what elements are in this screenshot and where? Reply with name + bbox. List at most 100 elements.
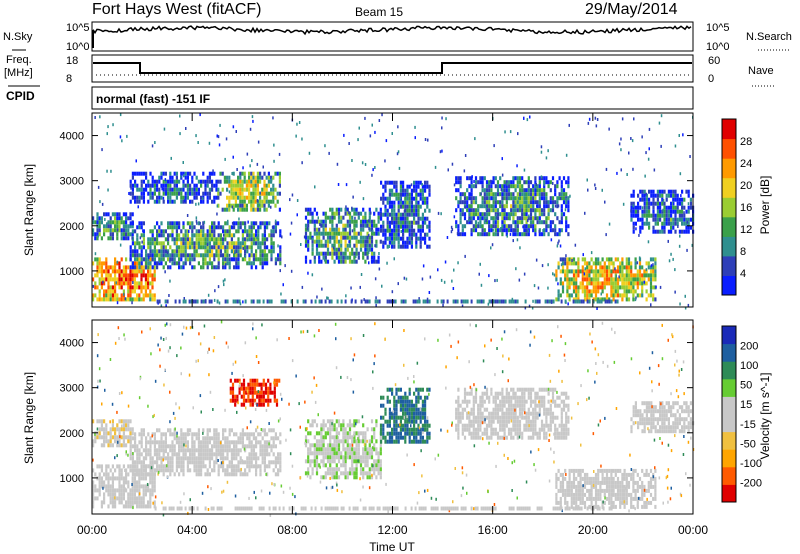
velocity-cell xyxy=(138,480,141,485)
power-speckle xyxy=(349,230,351,234)
power-cell xyxy=(581,289,584,294)
power-cell xyxy=(114,289,117,294)
power-cell xyxy=(346,219,349,224)
power-speckle xyxy=(300,243,302,246)
power-cell xyxy=(630,269,633,274)
power-cell xyxy=(532,208,535,213)
power-speckle xyxy=(224,263,227,267)
power-cell xyxy=(547,232,550,237)
power-cell xyxy=(572,297,576,302)
power-cell xyxy=(408,212,411,217)
power-cell xyxy=(630,273,633,278)
power-cell xyxy=(637,205,640,210)
velocity-cell xyxy=(175,452,178,457)
power-ground-scatter xyxy=(392,299,395,304)
power-cell xyxy=(527,204,530,209)
power-speckle xyxy=(523,116,525,120)
power-cell xyxy=(351,219,354,224)
velocity-cell xyxy=(142,472,145,477)
power-cell xyxy=(516,228,519,233)
power-cell xyxy=(625,265,628,270)
power-cell xyxy=(564,273,567,278)
velocity-cell xyxy=(231,394,235,399)
power-cell xyxy=(543,220,546,225)
power-cell xyxy=(481,212,484,217)
velocity-cell xyxy=(204,436,207,441)
velocity-cell xyxy=(246,464,249,469)
power-speckle xyxy=(252,119,254,123)
power-cell xyxy=(637,209,640,214)
power-cell xyxy=(415,208,418,213)
velocity-cell xyxy=(107,472,110,477)
power-cell xyxy=(665,209,668,214)
velocity-cell xyxy=(248,432,251,437)
power-cell xyxy=(277,257,280,262)
power-cell xyxy=(555,269,558,274)
velocity-cell xyxy=(253,378,257,383)
power-speckle xyxy=(614,267,616,271)
power-cell xyxy=(413,228,416,233)
velocity-cell xyxy=(351,435,354,440)
power-cell xyxy=(105,228,108,233)
power-cell xyxy=(202,265,205,270)
power-cell xyxy=(380,212,383,217)
power-cell xyxy=(219,225,222,230)
power-cell xyxy=(348,219,352,224)
power-cell xyxy=(406,240,409,245)
power-cell xyxy=(158,191,161,196)
velocity-cell xyxy=(118,484,121,489)
power-speckle xyxy=(218,301,221,305)
power-cell xyxy=(527,192,530,197)
power-cell xyxy=(248,245,251,250)
power-cell xyxy=(311,247,314,252)
power-cell xyxy=(180,257,183,262)
power-cell xyxy=(138,225,141,230)
velocity-cell xyxy=(118,500,121,505)
power-cell xyxy=(510,208,513,213)
power-cell xyxy=(608,269,611,274)
power-speckle xyxy=(97,234,99,238)
power-ground-scatter xyxy=(500,299,503,304)
power-cell xyxy=(270,187,273,192)
power-cell xyxy=(681,197,684,202)
power-cell xyxy=(386,196,389,201)
velocity-cell xyxy=(242,394,246,399)
velocity-cell xyxy=(133,476,136,481)
power-cell xyxy=(324,259,327,264)
power-cell xyxy=(485,180,489,185)
power-cell xyxy=(402,228,405,233)
power-cell xyxy=(241,203,244,208)
power-cell xyxy=(173,221,176,226)
power-cell xyxy=(261,241,264,246)
power-speckle xyxy=(225,137,228,141)
power-cell xyxy=(570,293,573,298)
power-cell xyxy=(532,204,535,209)
velocity-cell xyxy=(178,464,181,469)
velocity-cell xyxy=(337,431,341,436)
power-cell xyxy=(208,257,211,262)
power-speckle xyxy=(464,154,467,157)
power-cell xyxy=(204,261,207,266)
velocity-cell xyxy=(120,476,123,481)
power-cell xyxy=(619,285,622,290)
power-cell xyxy=(175,261,178,266)
power-cell xyxy=(250,241,253,246)
power-speckle xyxy=(453,215,456,219)
velocity-cell xyxy=(180,440,183,445)
power-cell xyxy=(391,244,394,249)
power-cell xyxy=(362,219,365,224)
power-cell xyxy=(267,183,270,188)
power-cell xyxy=(538,196,541,201)
power-cell xyxy=(189,245,192,250)
power-cell xyxy=(382,200,385,205)
power-cell xyxy=(393,220,396,225)
power-cell xyxy=(241,257,244,262)
power-cell xyxy=(590,293,593,298)
power-cell xyxy=(272,241,275,246)
velocity-cell xyxy=(344,427,347,432)
velocity-cell xyxy=(92,484,95,489)
velocity-cell xyxy=(100,480,103,485)
power-cell xyxy=(424,196,427,201)
power-cell xyxy=(217,253,220,258)
power-ground-scatter xyxy=(256,299,259,304)
